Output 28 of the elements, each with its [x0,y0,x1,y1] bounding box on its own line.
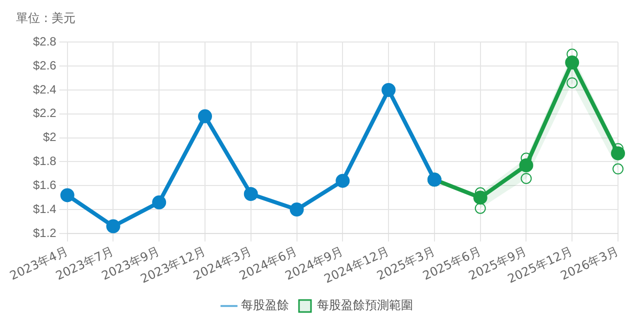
y-tick-label: $2.4 [32,82,57,96]
point [612,163,624,174]
point [474,202,486,214]
point [198,109,212,124]
y-tick-label: $2.2 [32,106,57,120]
point [244,187,258,201]
legend-label: 每股盈餘 [241,298,289,312]
point [519,158,534,172]
y-tick-label: $2 [42,130,57,144]
legend-label: 每股盈餘預測範圍 [317,298,413,312]
text: 單位 : 美元 [15,10,77,27]
y-tick-label: $1.6 [32,178,57,192]
point [473,190,488,205]
point [290,202,304,217]
point [60,188,74,202]
point [520,172,532,184]
point [336,174,350,188]
point [566,77,578,88]
y-tick-label: $1.4 [32,202,57,216]
point [611,146,625,160]
y-tick-label: $2.8 [32,34,57,49]
point [565,56,580,70]
point [106,219,120,234]
y-tick-label: $1.8 [32,154,57,168]
point [152,195,166,210]
point [382,83,396,98]
y-tick-label: $2.6 [32,58,57,72]
y-tick-label: $1.2 [32,226,57,240]
